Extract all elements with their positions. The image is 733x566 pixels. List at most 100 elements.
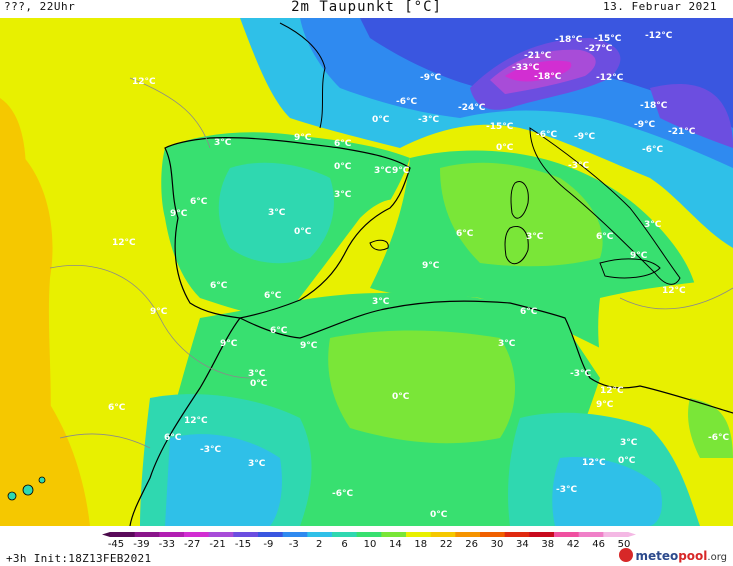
value-label: -6°C [536,130,557,140]
legend-tick-label: 38 [541,539,554,550]
legend-tick-label: 50 [618,539,631,550]
legend-tick-label: -39 [133,539,149,550]
value-label: -9°C [420,73,441,83]
value-label: 9°C [630,251,648,261]
value-label: 3°C [248,369,266,379]
legend-tick-label: 10 [364,539,377,550]
legend-tick-label: 42 [567,539,580,550]
legend-swatch [480,532,506,537]
value-label: -3°C [200,445,221,455]
value-label: -6°C [642,145,663,155]
legend-tick-label: 2 [316,539,322,550]
value-label: 6°C [270,326,288,336]
legend-min-tip [102,532,110,537]
value-label: -9°C [574,132,595,142]
legend-tick-label: 30 [491,539,504,550]
value-label: -15°C [486,122,514,132]
legend-tick-label: -9 [263,539,273,550]
value-label: -6°C [708,433,729,443]
map-title: 2m Taupunkt [°C] [291,0,442,15]
legend-tick-label: -45 [108,539,124,550]
value-label: 3°C [248,459,266,469]
value-label: 6°C [520,307,538,317]
value-label: -15°C [594,34,622,44]
forecast-date: 13. Februar 2021 [603,0,717,13]
value-label: 3°C [372,297,390,307]
legend-swatch [208,532,234,537]
legend-swatch [381,532,407,537]
legend-tick-label: 14 [389,539,402,550]
value-label: 0°C [334,162,352,172]
legend-swatch [184,532,210,537]
value-label: 9°C [150,307,168,317]
value-label: 6°C [596,232,614,242]
legend-swatch [159,532,185,537]
forecast-time: ???, 22Uhr [4,0,76,13]
legend-tick-label: -15 [235,539,251,550]
value-label: 12°C [662,286,686,296]
legend-swatch [455,532,481,537]
value-label: 3°C [498,339,516,349]
legend-tick-label: -33 [159,539,175,550]
value-label: 0°C [250,379,268,389]
value-label: -3°C [556,485,577,495]
legend-swatch [430,532,456,537]
value-label: 9°C [422,261,440,271]
legend-tick-label: 22 [440,539,453,550]
meteopool-logo-icon [619,548,634,562]
value-label: -24°C [458,103,486,113]
value-label: -18°C [640,101,668,111]
value-label: 3°C [214,138,232,148]
legend-swatch [110,532,136,537]
legend-tick-label: -3 [289,539,299,550]
value-label: 0°C [392,392,410,402]
value-label: 12°C [600,386,624,396]
legend-tick-label: 34 [516,539,529,550]
value-label: 12°C [582,458,606,468]
value-label: 0°C [430,510,448,520]
value-label: 9°C [300,341,318,351]
legend-swatch [307,532,333,537]
value-label: -27°C [585,44,613,54]
value-label: 0°C [618,456,636,466]
value-label: 6°C [210,281,228,291]
value-label: 3°C [268,208,286,218]
value-label: 3°C [644,220,662,230]
dewpoint-map: -18°C -15°C -12°C -27°C -21°C -33°C -18°… [0,18,733,526]
legend-tick-label: 26 [465,539,478,550]
value-label: 3°C [526,232,544,242]
value-label: 6°C [334,139,352,149]
legend-tick-label: -27 [184,539,200,550]
legend-swatch [554,532,580,537]
value-label: -18°C [555,35,583,45]
legend-swatch [332,532,358,537]
meteopool-logo[interactable]: meteopool.org [619,548,727,563]
value-labels: -18°C -15°C -12°C -27°C -21°C -33°C -18°… [108,31,729,520]
value-label: -33°C [512,63,540,73]
legend-tick-label: -21 [209,539,225,550]
value-label: 0°C [496,143,514,153]
value-label: 9°C [392,166,410,176]
value-label: -3°C [570,369,591,379]
value-label: 9°C [170,209,188,219]
value-label: -21°C [668,127,696,137]
legend-swatch [233,532,259,537]
legend-swatch [603,532,629,537]
value-label: -6°C [332,489,353,499]
legend-swatch [282,532,308,537]
value-label: -21°C [524,51,552,61]
value-label: -3°C [568,161,589,171]
value-label: 3°C [620,438,638,448]
footer-bar: -45 -39 -33 -27 -21 -15 -9 -3 2 6 10 14 18 22 26 30 34 38… [0,526,733,566]
value-label: 12°C [132,77,156,87]
value-label: 9°C [294,133,312,143]
value-label: 6°C [108,403,126,413]
legend-swatch [504,532,530,537]
value-label: -18°C [534,72,562,82]
value-label: 12°C [112,238,136,248]
value-label: 6°C [164,433,182,443]
value-label: -6°C [396,97,417,107]
value-label: 0°C [372,115,390,125]
value-label: 3°C [374,166,392,176]
value-label: 9°C [596,400,614,410]
